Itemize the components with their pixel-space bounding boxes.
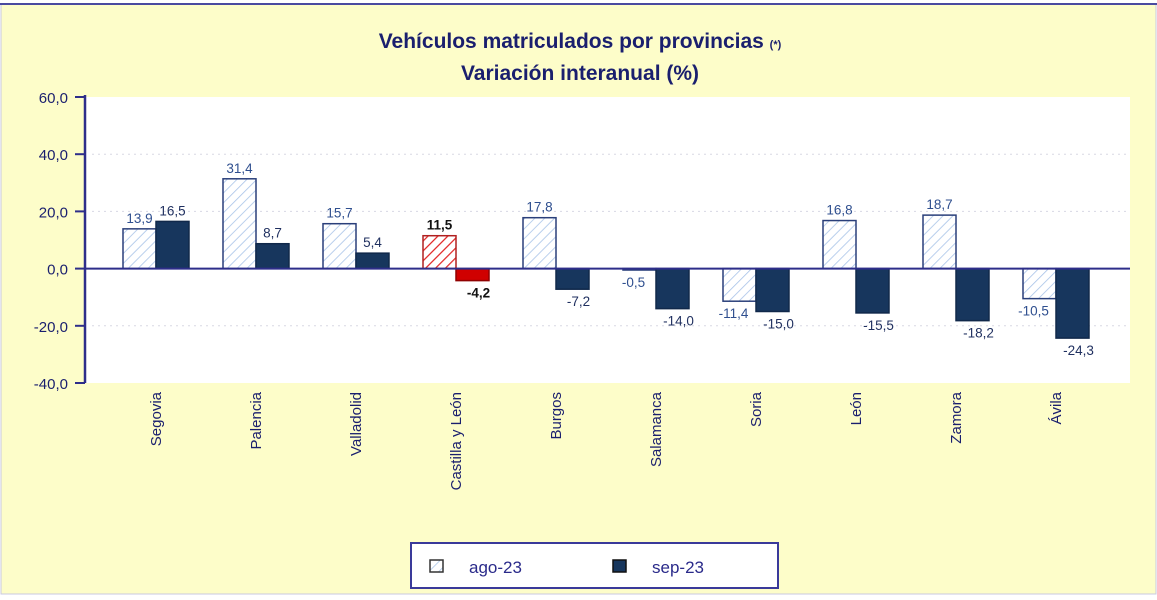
data-label: 17,8 [526, 200, 552, 215]
x-tick-label: Ávila [1048, 391, 1065, 424]
bar-sep-23 [655, 267, 690, 310]
legend-box [410, 542, 779, 589]
data-label: -18,2 [963, 326, 994, 341]
data-label: -24,3 [1063, 343, 1094, 358]
bar-ago-23 [922, 214, 957, 270]
data-label: 8,7 [263, 226, 282, 241]
bar-sep-23 [455, 267, 490, 282]
data-label: -0,5 [622, 275, 645, 290]
legend-swatch-sep-23 [612, 559, 627, 573]
bar-sep-23 [555, 267, 590, 290]
bar-ago-23 [1022, 267, 1057, 300]
bar-ago-23 [522, 216, 557, 270]
data-label: -7,2 [567, 294, 590, 309]
bar-sep-23 [255, 242, 290, 270]
data-label: -10,5 [1018, 304, 1049, 319]
data-label: 31,4 [226, 161, 253, 176]
y-tick-label: 60,0 [39, 90, 68, 107]
data-label: -4,2 [467, 286, 490, 301]
data-label: -15,5 [863, 318, 894, 333]
data-label: 5,4 [363, 235, 382, 250]
bar-ago-23 [122, 228, 157, 270]
legend-label-ago-23: ago-23 [469, 558, 522, 577]
data-label: 16,8 [826, 203, 852, 218]
x-tick-label: Zamora [948, 391, 965, 443]
bar-sep-23 [1055, 267, 1090, 339]
y-tick-label: -40,0 [34, 376, 68, 393]
bar-ago-23 [722, 267, 757, 302]
bar-ago-23 [222, 178, 257, 270]
data-label: 11,5 [427, 218, 453, 233]
bar-sep-23 [955, 267, 990, 322]
chart-title: Vehículos matriculados por provincias (*… [379, 30, 782, 53]
data-label: 16,5 [159, 203, 185, 218]
bar-sep-23 [755, 267, 790, 313]
x-tick-label: Soria [748, 391, 765, 427]
legend-swatch-ago-23 [429, 559, 444, 573]
y-tick-label: 0,0 [47, 262, 68, 279]
y-tick-label: 40,0 [39, 147, 68, 164]
data-label: -15,0 [763, 317, 794, 332]
data-label: 13,9 [126, 211, 152, 226]
chart-subtitle: Variación interanual (%) [461, 62, 699, 85]
x-tick-label: Castilla y León [448, 392, 465, 490]
x-tick-label: Palencia [248, 391, 265, 449]
x-tick-label: Salamanca [648, 391, 665, 467]
bar-ago-23 [822, 219, 857, 270]
data-label: -11,4 [719, 306, 749, 321]
legend-label-sep-23: sep-23 [652, 558, 704, 577]
legend: ago-23 sep-23 [410, 542, 779, 589]
data-label: 18,7 [926, 197, 952, 212]
x-tick-label: León [848, 392, 865, 425]
data-label: -14,0 [663, 314, 694, 329]
y-tick-label: 20,0 [39, 204, 68, 221]
x-tick-label: Valladolid [348, 392, 365, 456]
bar-sep-23 [155, 220, 190, 270]
x-tick-label: Segovia [148, 391, 165, 446]
title-note: (*) [770, 39, 782, 51]
x-tick-label: Burgos [548, 392, 565, 440]
y-tick-label: -20,0 [34, 319, 68, 336]
bar-sep-23 [355, 252, 390, 270]
bar-ago-23 [422, 234, 457, 270]
bar-ago-23 [322, 222, 357, 270]
bar-sep-23 [855, 267, 890, 314]
data-label: 15,7 [326, 206, 352, 221]
